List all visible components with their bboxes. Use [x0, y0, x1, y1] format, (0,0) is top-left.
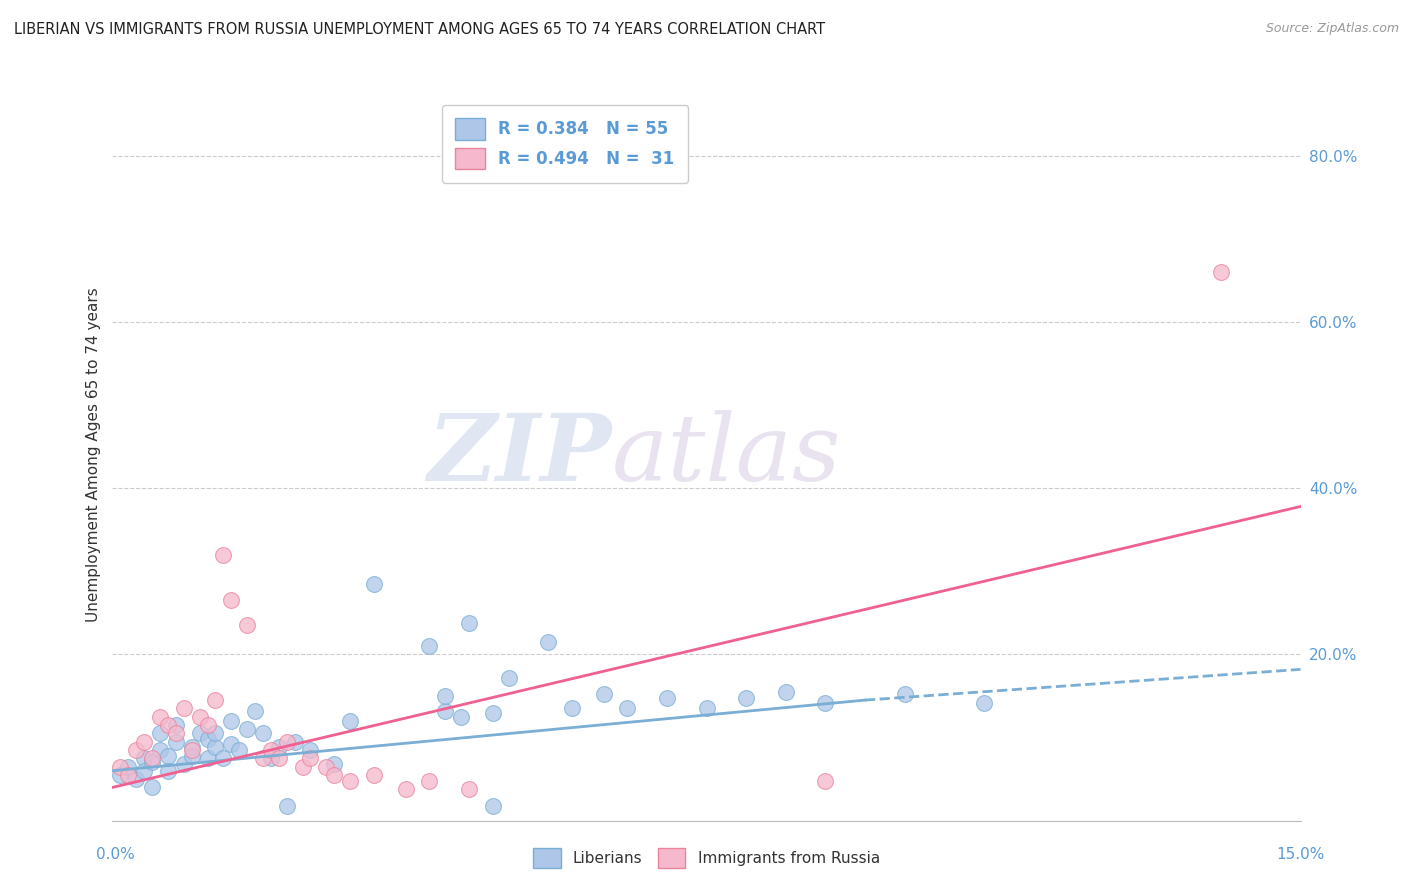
Text: LIBERIAN VS IMMIGRANTS FROM RUSSIA UNEMPLOYMENT AMONG AGES 65 TO 74 YEARS CORREL: LIBERIAN VS IMMIGRANTS FROM RUSSIA UNEMP… [14, 22, 825, 37]
Point [775, 685, 797, 699]
Point [299, 751, 322, 765]
Point [156, 718, 179, 732]
Point [893, 687, 915, 701]
Point [134, 734, 156, 748]
Point [339, 714, 361, 728]
Point [149, 743, 172, 757]
Point [212, 751, 235, 765]
Point [141, 751, 163, 765]
Text: 0.0%: 0.0% [96, 847, 135, 862]
Point [498, 671, 520, 685]
Text: atlas: atlas [612, 410, 841, 500]
Point [434, 704, 457, 718]
Point [814, 773, 837, 788]
Point [323, 768, 346, 782]
Point [188, 726, 211, 740]
Point [696, 701, 718, 715]
Point [481, 706, 503, 720]
Point [243, 704, 266, 718]
Point [260, 743, 283, 757]
Point [180, 740, 202, 755]
Point [134, 764, 156, 778]
Point [180, 743, 202, 757]
Point [165, 734, 187, 748]
Point [315, 759, 337, 773]
Point [252, 726, 274, 740]
Point [110, 768, 132, 782]
Point [219, 737, 242, 751]
Point [197, 718, 219, 732]
Point [267, 751, 290, 765]
Point [149, 726, 172, 740]
Point [276, 798, 298, 813]
Point [450, 710, 472, 724]
Point [236, 723, 259, 737]
Point [117, 768, 139, 782]
Point [458, 782, 481, 797]
Point [434, 689, 457, 703]
Point [134, 751, 156, 765]
Point [197, 751, 219, 765]
Point [110, 759, 132, 773]
Point [156, 764, 179, 778]
Point [276, 734, 298, 748]
Point [814, 696, 837, 710]
Point [173, 701, 195, 715]
Point [418, 639, 440, 653]
Point [165, 726, 187, 740]
Point [228, 743, 250, 757]
Y-axis label: Unemployment Among Ages 65 to 74 years: Unemployment Among Ages 65 to 74 years [86, 287, 101, 623]
Point [561, 701, 583, 715]
Point [1211, 265, 1233, 279]
Point [149, 710, 172, 724]
Text: ZIP: ZIP [427, 410, 612, 500]
Text: Source: ZipAtlas.com: Source: ZipAtlas.com [1265, 22, 1399, 36]
Point [212, 548, 235, 562]
Point [219, 714, 242, 728]
Point [219, 593, 242, 607]
Point [141, 756, 163, 770]
Point [458, 615, 481, 630]
Point [323, 757, 346, 772]
Point [125, 772, 148, 786]
Point [616, 701, 638, 715]
Point [735, 690, 758, 705]
Point [394, 782, 416, 797]
Point [267, 740, 290, 755]
Point [204, 726, 226, 740]
Point [284, 734, 307, 748]
Point [117, 759, 139, 773]
Point [156, 748, 179, 763]
Point [339, 773, 361, 788]
Point [252, 751, 274, 765]
Point [204, 740, 226, 755]
Point [180, 748, 202, 763]
Point [188, 710, 211, 724]
Point [655, 690, 678, 705]
Point [141, 780, 163, 795]
Point [592, 687, 614, 701]
Point [291, 759, 314, 773]
Point [260, 751, 283, 765]
Point [173, 757, 195, 772]
Text: 15.0%: 15.0% [1277, 847, 1324, 862]
Point [165, 718, 187, 732]
Point [481, 798, 503, 813]
Point [299, 743, 322, 757]
Point [363, 576, 385, 591]
Point [537, 635, 560, 649]
Point [197, 732, 219, 747]
Point [204, 693, 226, 707]
Point [418, 773, 440, 788]
Point [973, 696, 995, 710]
Point [363, 768, 385, 782]
Point [236, 618, 259, 632]
Point [125, 743, 148, 757]
Legend: Liberians, Immigrants from Russia: Liberians, Immigrants from Russia [526, 840, 887, 875]
